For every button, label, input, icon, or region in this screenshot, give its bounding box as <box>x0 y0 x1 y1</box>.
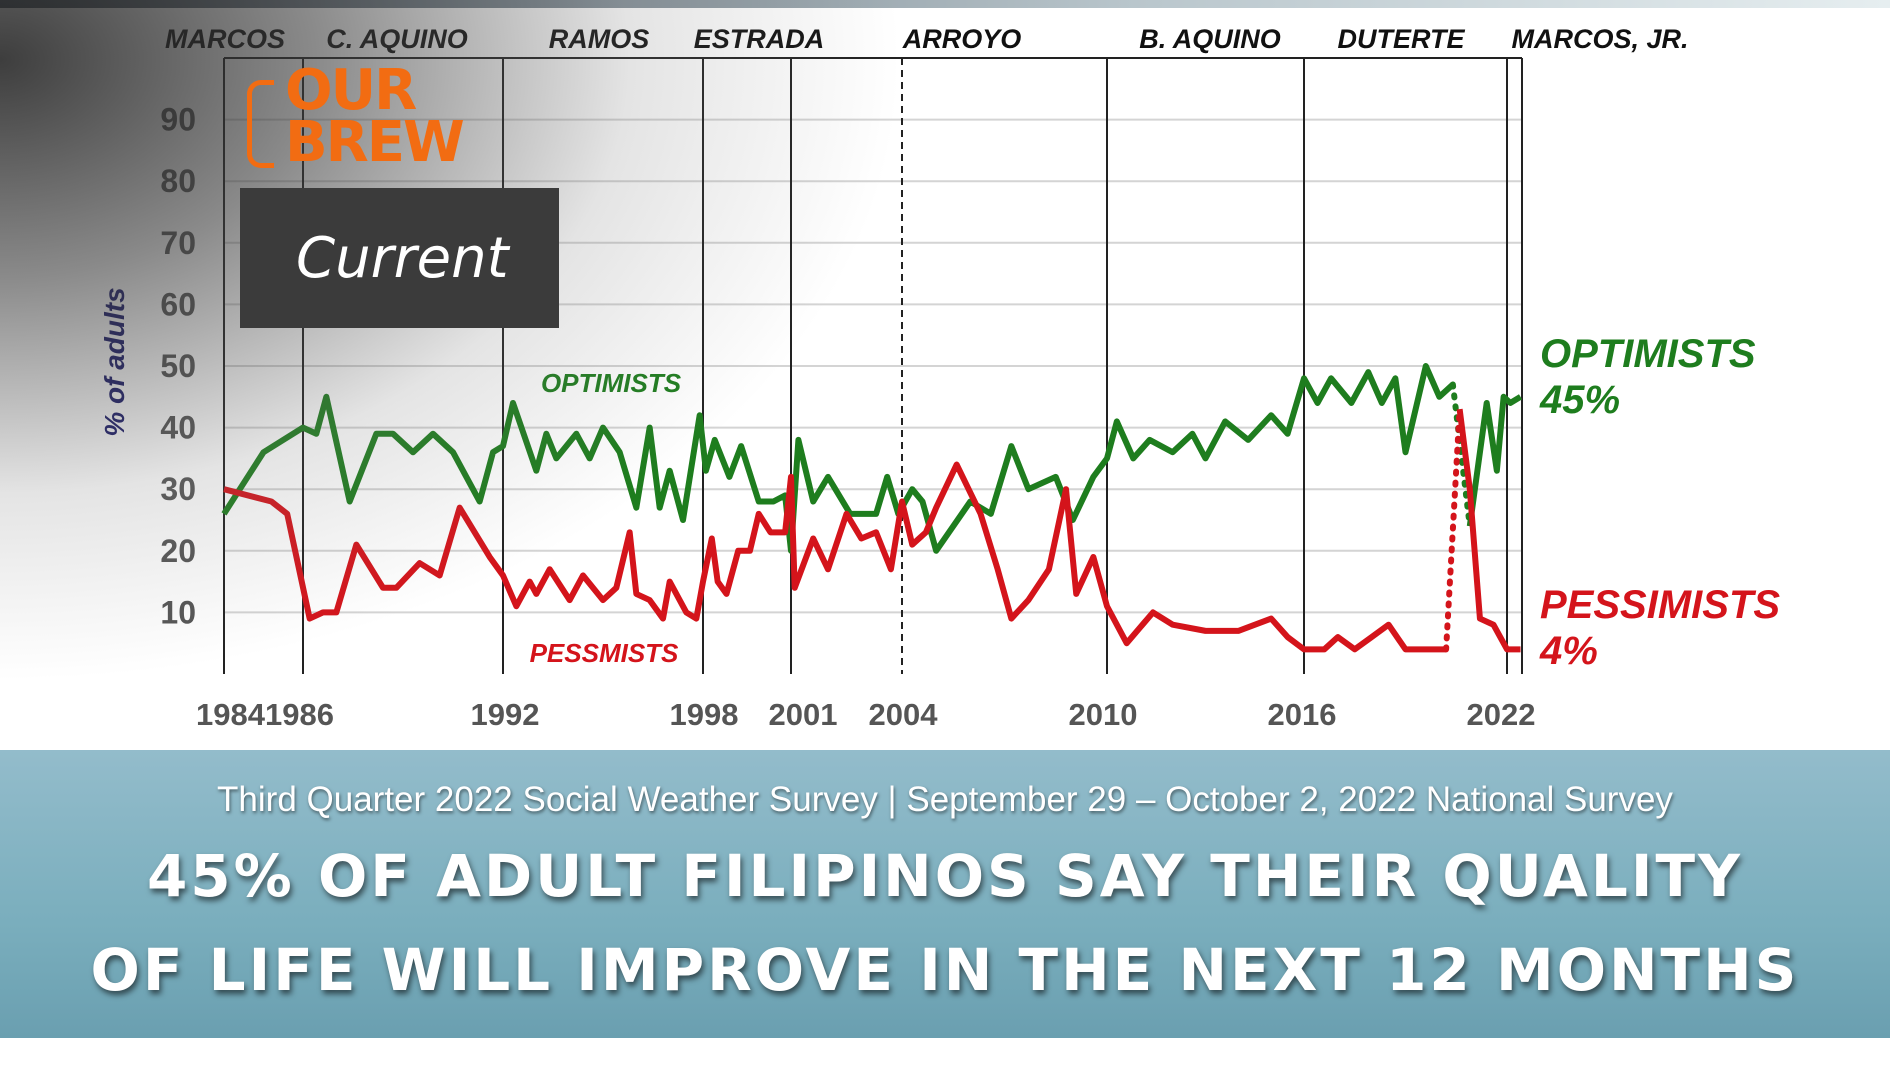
y-tick-label: 60 <box>160 286 196 322</box>
administration-label: ESTRADA <box>694 24 825 54</box>
administration-label: MARCOS <box>165 24 285 54</box>
article-body-edge <box>0 1038 1890 1068</box>
administration-label: B. AQUINO <box>1139 24 1281 54</box>
y-axis-label: % of adults <box>99 287 130 436</box>
series-line-optimists <box>221 363 1455 554</box>
x-tick-label: 2004 <box>869 697 939 732</box>
x-tick-label: 19841986 <box>196 697 334 732</box>
survey-subtitle: Third Quarter 2022 Social Weather Survey… <box>217 780 1673 819</box>
top-strip <box>0 0 1890 8</box>
x-tick-label: 2022 <box>1467 697 1536 732</box>
administration-label: MARCOS, JR. <box>1511 24 1688 54</box>
y-tick-label: 70 <box>160 225 196 261</box>
y-tick-label: 90 <box>160 102 196 138</box>
headline-line-1: 45% OF ADULT FILIPINOS SAY THEIR QUALITY <box>146 842 1744 910</box>
x-tick-label: 2001 <box>769 697 838 732</box>
x-tick-label: 1992 <box>471 697 540 732</box>
logo-text-line1: OUR <box>285 58 417 123</box>
series-label: PESSMISTS <box>530 638 679 668</box>
series-end-label: PESSIMISTS <box>1540 583 1780 627</box>
y-tick-label: 80 <box>160 163 196 199</box>
category-label: Current <box>296 226 509 291</box>
administration-label: ARROYO <box>902 24 1022 54</box>
logo-text-line2: BREW <box>285 110 465 175</box>
y-tick-label: 10 <box>160 594 196 630</box>
ourbrew-logo[interactable]: OUR BREW <box>245 58 485 175</box>
x-tick-label: 2010 <box>1069 697 1138 732</box>
administration-label: DUTERTE <box>1337 24 1465 54</box>
y-tick-label: 50 <box>160 348 196 384</box>
x-tick-label: 2016 <box>1268 697 1337 732</box>
series-end-label: OPTIMISTS <box>1540 332 1756 376</box>
series-end-value: 4% <box>1539 629 1598 673</box>
headline-line-2: OF LIFE WILL IMPROVE IN THE NEXT 12 MONT… <box>90 936 1800 1004</box>
headline-banner: Third Quarter 2022 Social Weather Survey… <box>0 750 1890 1038</box>
cup-icon <box>247 80 274 168</box>
series-label: OPTIMISTS <box>541 368 682 398</box>
series-end-value: 45% <box>1539 378 1620 422</box>
y-tick-label: 30 <box>160 471 196 507</box>
administration-label: C. AQUINO <box>326 24 468 54</box>
category-badge[interactable]: Current <box>240 188 559 328</box>
y-tick-label: 40 <box>160 410 196 446</box>
series-line-optimists <box>1466 393 1523 527</box>
x-tick-label: 1998 <box>670 697 739 732</box>
chart-image: 10 20 30 40 50 60 70 80 90 MARCOS C. AQUINO RAMOS ES… <box>0 0 1890 750</box>
administration-label: RAMOS <box>549 24 650 54</box>
y-tick-label: 20 <box>160 533 196 569</box>
